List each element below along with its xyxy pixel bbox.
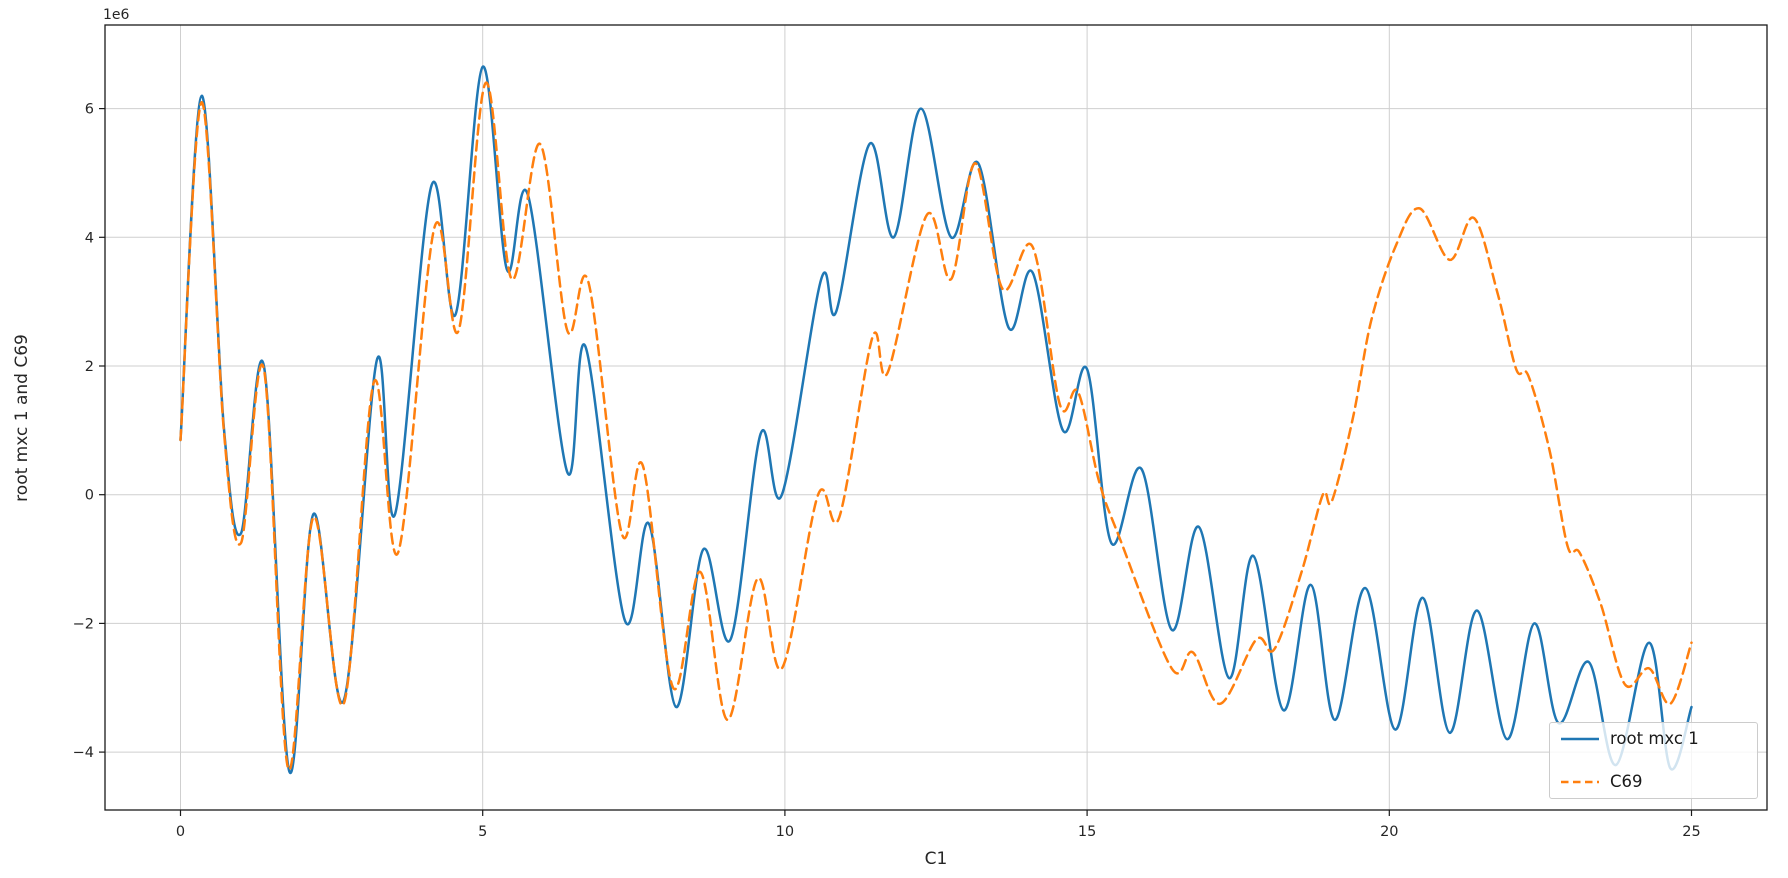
y-axis-offset-text: 1e6 (103, 7, 130, 23)
y-tick-label: 4 (85, 230, 94, 246)
y-tick-label: 6 (85, 102, 94, 118)
series-line-c69 (179, 81, 1693, 771)
plot-border (104, 24, 1768, 811)
x-tick-label: 20 (1380, 824, 1398, 840)
legend-item-root-mxc-1: root mxc 1 (1560, 729, 1747, 748)
legend-label-root-mxc-1: root mxc 1 (1610, 729, 1699, 748)
axes: 0 5 10 15 20 25 −4 −2 0 2 4 6 (73, 24, 1768, 840)
y-axis-label: root mxc 1 and C69 (12, 334, 32, 502)
y-tick-label: 0 (85, 488, 94, 504)
x-tick-label: 25 (1682, 824, 1700, 840)
y-tick-label: −4 (73, 745, 94, 761)
legend-label-c69: C69 (1610, 771, 1643, 791)
x-axis-label: C1 (925, 849, 948, 869)
y-tick-label: 2 (85, 359, 94, 375)
legend-item-c69: C69 (1560, 771, 1747, 791)
x-tick-label: 5 (478, 824, 487, 840)
x-tick-label: 0 (176, 824, 185, 840)
legend-line-dashed-icon (1561, 780, 1599, 784)
grid-lines (105, 25, 1767, 810)
y-tick-label: −2 (73, 616, 94, 632)
legend-line-solid-icon (1561, 737, 1599, 741)
x-tick-label: 10 (776, 824, 794, 840)
x-tick-label: 15 (1078, 824, 1096, 840)
series-line-root-mxc-1 (179, 65, 1693, 775)
legend: root mxc 1 C69 (1549, 722, 1758, 799)
